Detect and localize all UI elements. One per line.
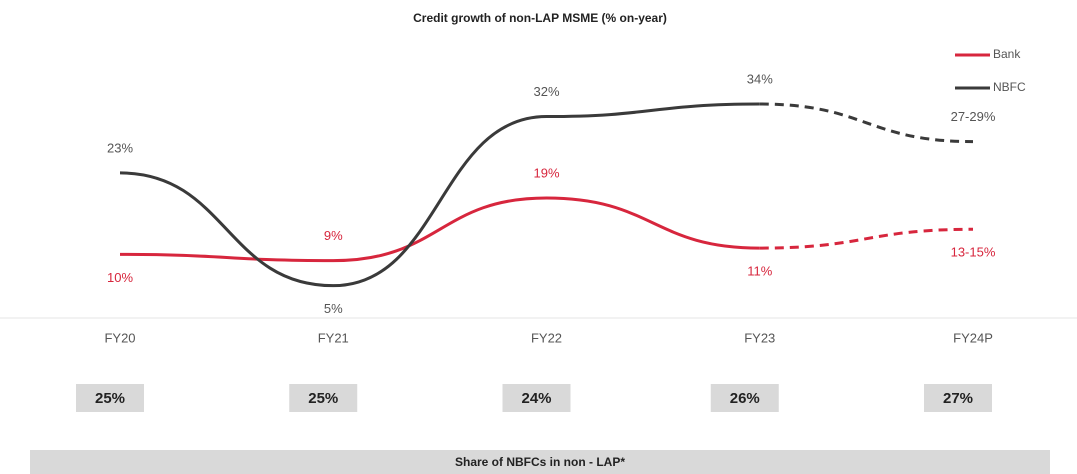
- shares-title: Share of NBFCs in non - LAP*: [455, 455, 625, 469]
- share-label: 27%: [943, 390, 973, 407]
- chart-title: Credit growth of non-LAP MSME (% on-year…: [413, 11, 667, 25]
- data-label: 23%: [107, 140, 133, 155]
- x-tick-label: FY24P: [953, 330, 993, 345]
- share-label: 25%: [308, 390, 338, 407]
- data-label: 34%: [747, 71, 773, 86]
- series-line: [119, 102, 760, 288]
- data-label: 11%: [747, 264, 772, 279]
- legend-label: NBFC: [993, 80, 1026, 94]
- series-line: [119, 196, 760, 263]
- data-label: 10%: [107, 270, 133, 285]
- series-line-projected: [759, 227, 974, 250]
- share-label: 26%: [730, 390, 760, 407]
- share-box: [289, 384, 358, 412]
- x-tick-label: FY20: [104, 330, 135, 345]
- data-label: 13-15%: [951, 245, 996, 260]
- share-box: [924, 384, 992, 412]
- data-label: 19%: [533, 165, 559, 180]
- legend-label: Bank: [993, 47, 1021, 61]
- series-line-projected: [759, 102, 974, 144]
- share-box: [502, 384, 571, 412]
- shares-banner: [30, 450, 1050, 474]
- x-tick-label: FY21: [318, 330, 349, 345]
- share-label: 24%: [521, 390, 551, 407]
- data-label: 27-29%: [951, 109, 996, 124]
- share-label: 25%: [95, 390, 125, 407]
- data-label: 9%: [324, 228, 343, 243]
- share-box: [76, 384, 144, 412]
- data-label: 32%: [533, 84, 559, 99]
- data-label: 5%: [324, 301, 343, 316]
- x-tick-label: FY22: [531, 330, 562, 345]
- share-box: [710, 384, 779, 412]
- x-tick-label: FY23: [744, 330, 775, 345]
